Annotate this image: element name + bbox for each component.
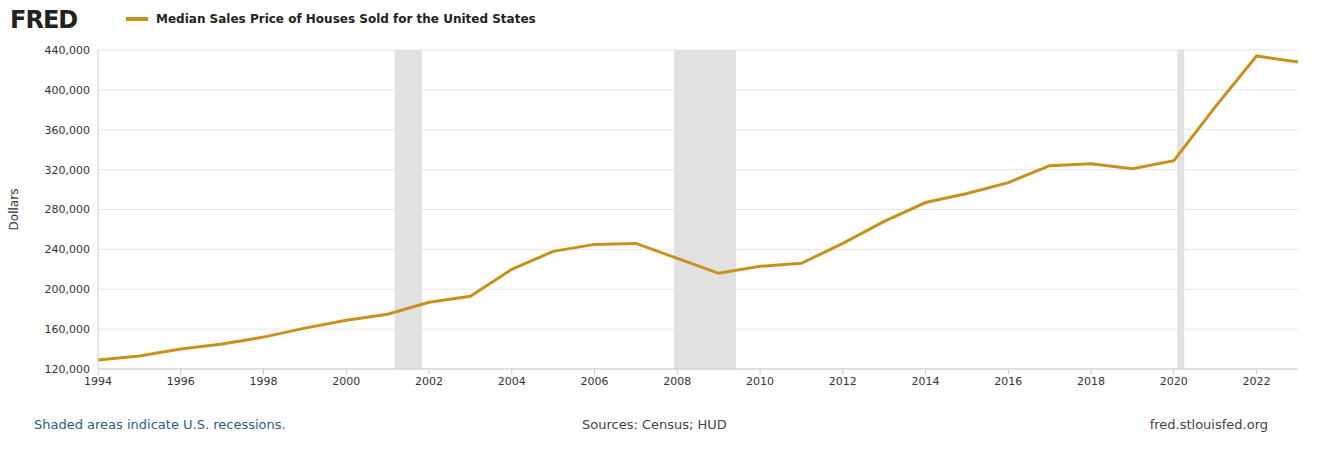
svg-text:2006: 2006 bbox=[581, 375, 609, 388]
svg-text:2020: 2020 bbox=[1160, 375, 1188, 388]
svg-text:440,000: 440,000 bbox=[45, 44, 91, 57]
svg-text:2002: 2002 bbox=[415, 375, 443, 388]
svg-text:280,000: 280,000 bbox=[45, 203, 91, 216]
svg-text:Dollars: Dollars bbox=[8, 189, 21, 231]
svg-text:120,000: 120,000 bbox=[45, 363, 91, 376]
svg-text:2000: 2000 bbox=[332, 375, 360, 388]
svg-text:2008: 2008 bbox=[663, 375, 691, 388]
svg-text:160,000: 160,000 bbox=[45, 323, 91, 336]
svg-text:2016: 2016 bbox=[994, 375, 1022, 388]
svg-text:1994: 1994 bbox=[84, 375, 112, 388]
html-text:FRED: FRED bbox=[10, 6, 78, 34]
svg-text:240,000: 240,000 bbox=[45, 243, 91, 256]
svg-text:2018: 2018 bbox=[1077, 375, 1105, 388]
svg-text:2010: 2010 bbox=[746, 375, 774, 388]
html-text:Sources: Census; HUD: Sources: Census; HUD bbox=[582, 417, 727, 432]
svg-text:320,000: 320,000 bbox=[45, 164, 91, 177]
svg-text:2014: 2014 bbox=[912, 375, 940, 388]
svg-text:2022: 2022 bbox=[1243, 375, 1271, 388]
svg-text:2004: 2004 bbox=[498, 375, 526, 388]
svg-text:360,000: 360,000 bbox=[45, 124, 91, 137]
html-text:fred.stlouisfed.org: fred.stlouisfed.org bbox=[1149, 417, 1268, 432]
html-text:Median Sales Price of Houses S: Median Sales Price of Houses Sold for th… bbox=[156, 12, 536, 26]
svg-text:1998: 1998 bbox=[250, 375, 278, 388]
svg-text:400,000: 400,000 bbox=[45, 84, 91, 97]
svg-text:1996: 1996 bbox=[167, 375, 195, 388]
svg-text:2012: 2012 bbox=[829, 375, 857, 388]
html-text:Shaded areas indicate U.S. rec: Shaded areas indicate U.S. recessions. bbox=[34, 417, 286, 432]
svg-text:200,000: 200,000 bbox=[45, 283, 91, 296]
